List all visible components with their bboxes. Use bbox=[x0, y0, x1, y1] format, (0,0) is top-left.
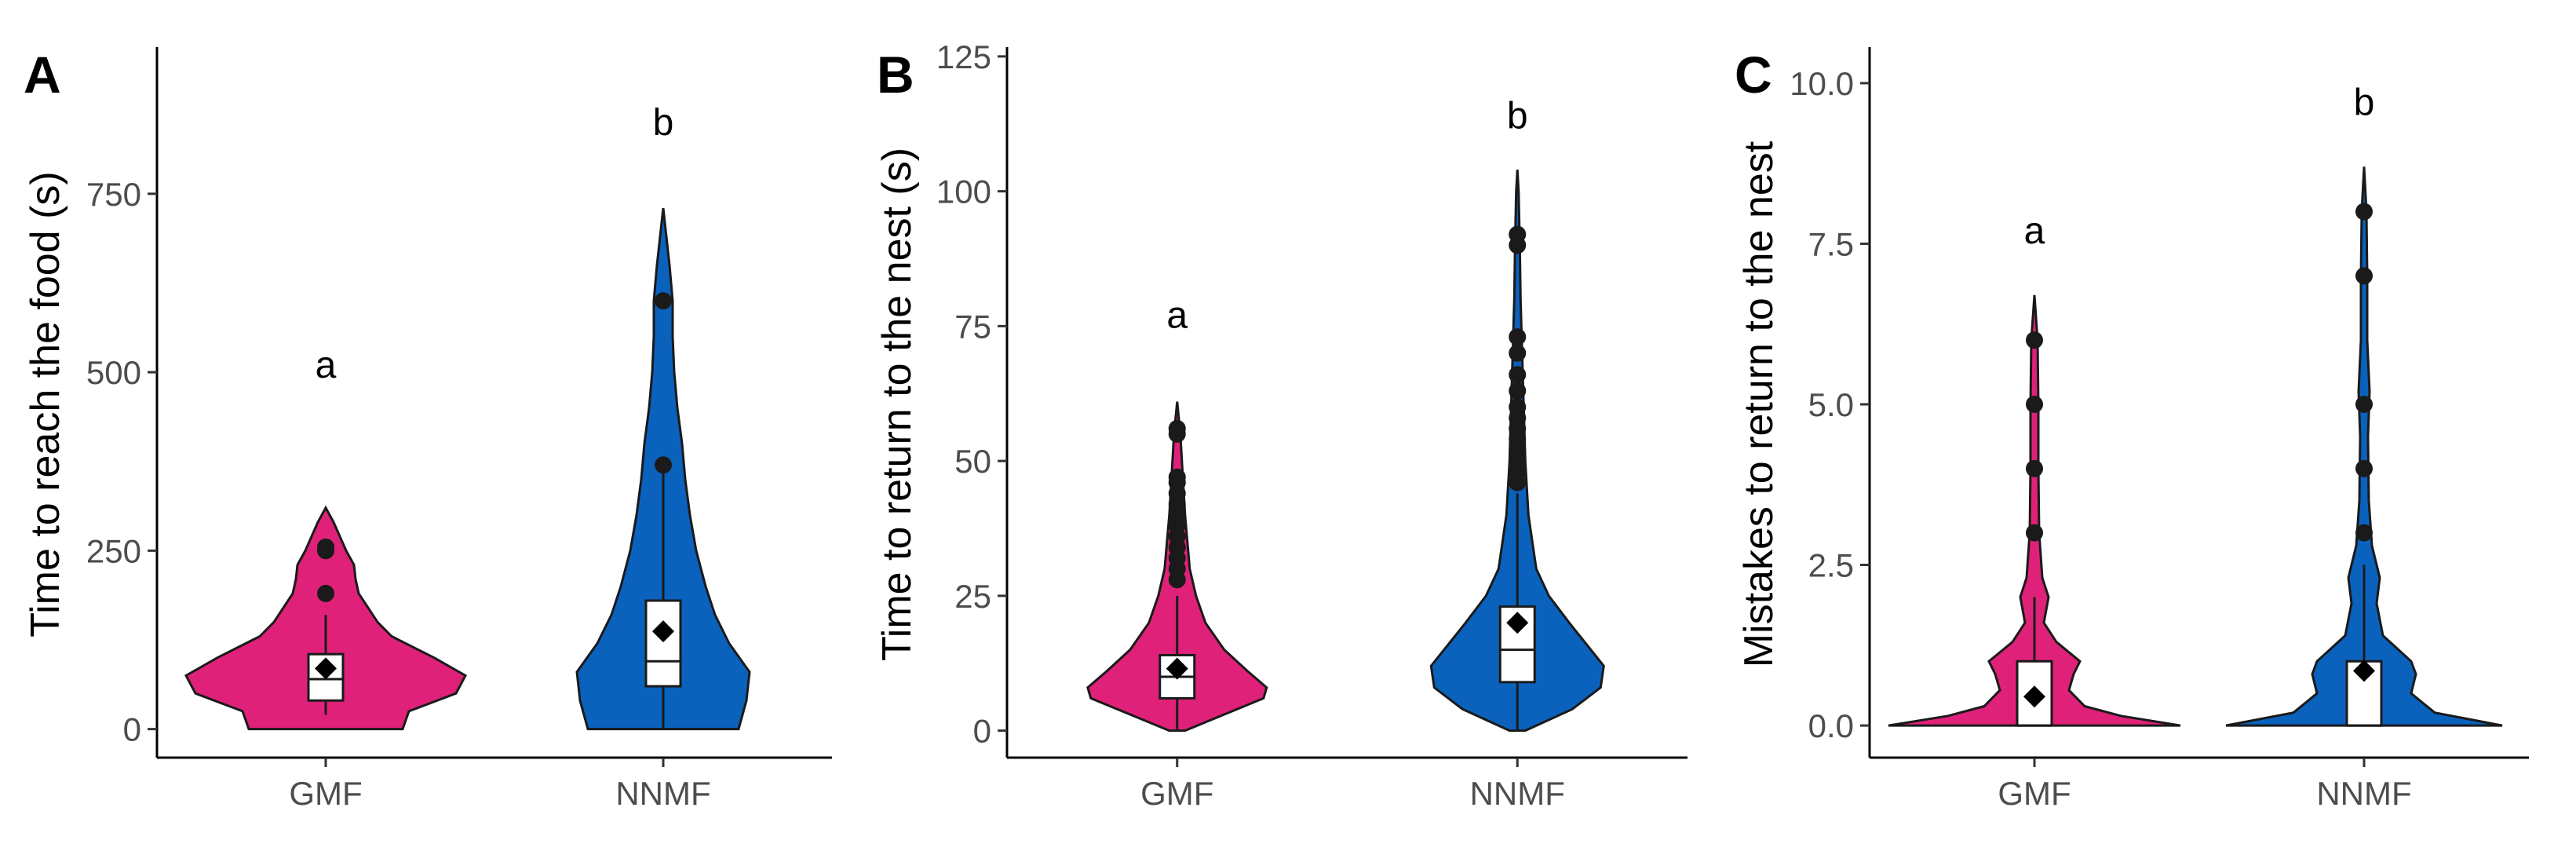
mean-marker bbox=[652, 620, 674, 643]
outlier-point bbox=[317, 538, 334, 556]
significance-letter: a bbox=[316, 345, 337, 386]
box-iqr bbox=[2345, 659, 2383, 727]
significance-letter: b bbox=[2354, 82, 2375, 123]
y-tick-label: 5.0 bbox=[1808, 386, 1854, 423]
mean-marker bbox=[2353, 659, 2375, 682]
outlier-point bbox=[1509, 225, 1527, 243]
panel-tag: C bbox=[1735, 46, 1772, 104]
outlier-point bbox=[2026, 459, 2043, 477]
mean-marker bbox=[315, 657, 337, 680]
outlier-point bbox=[655, 456, 672, 474]
outlier-point bbox=[1509, 398, 1527, 416]
outlier-point bbox=[2355, 267, 2373, 285]
significance-letter: b bbox=[1507, 95, 1528, 137]
outlier-point bbox=[1509, 366, 1527, 384]
outlier-point bbox=[2355, 203, 2373, 221]
outlier-point bbox=[1509, 328, 1527, 346]
panel-c: 0.0 2.5 5.0 7.5 10.0 Mistakes to return to th… bbox=[1735, 46, 2529, 812]
outlier-point bbox=[2026, 524, 2043, 542]
outlier-point bbox=[2355, 396, 2373, 413]
x-tick-label: NNMF bbox=[2316, 775, 2411, 812]
y-axis-title: Time to return to the nest (s) bbox=[874, 148, 920, 661]
y-axis-title: Time to reach the food (s) bbox=[23, 171, 68, 637]
y-tick-label: 50 bbox=[954, 443, 991, 480]
y-tick-label: 250 bbox=[86, 532, 141, 569]
violin-nnmf bbox=[2225, 166, 2503, 727]
outlier-point bbox=[2355, 524, 2373, 542]
outlier-point bbox=[2026, 331, 2043, 349]
outlier-point bbox=[317, 584, 334, 602]
y-axis-title: Mistakes to return to the nest bbox=[1736, 141, 1782, 667]
x-tick-label: NNMF bbox=[615, 775, 710, 812]
outlier-point bbox=[1509, 382, 1527, 400]
y-tick-label: 25 bbox=[954, 578, 991, 615]
mean-marker bbox=[2023, 685, 2045, 708]
outlier-point bbox=[1168, 419, 1186, 437]
significance-letter: a bbox=[1166, 295, 1188, 337]
y-tick-label: 750 bbox=[86, 176, 141, 213]
significance-letter: a bbox=[2024, 210, 2045, 252]
x-tick-label: NNMF bbox=[1470, 775, 1565, 812]
x-tick-label: GMF bbox=[1998, 775, 2071, 812]
y-tick-label: 2.5 bbox=[1808, 547, 1854, 584]
violin-gmf bbox=[1888, 294, 2181, 727]
outlier-point bbox=[2355, 459, 2373, 477]
box-iqr bbox=[644, 599, 682, 688]
y-tick-label: 10.0 bbox=[1790, 65, 1854, 102]
panel-tag: A bbox=[24, 46, 61, 104]
x-tick-label: GMF bbox=[289, 775, 362, 812]
mean-marker bbox=[1166, 657, 1188, 680]
y-tick-label: 0 bbox=[973, 713, 991, 750]
y-tick-label: 0 bbox=[123, 711, 141, 748]
y-tick-label: 500 bbox=[86, 354, 141, 391]
y-tick-label: 7.5 bbox=[1808, 225, 1854, 262]
outlier-point bbox=[2026, 396, 2043, 413]
y-tick-label: 125 bbox=[936, 38, 991, 75]
panel-a: 0 250 500 750 Time to reach the food (s) Aa GM… bbox=[23, 46, 832, 812]
outlier-point bbox=[655, 292, 672, 310]
outlier-point bbox=[1509, 344, 1527, 362]
mean-marker bbox=[1506, 612, 1529, 634]
outlier-point bbox=[1168, 468, 1186, 486]
y-tick-label: 100 bbox=[936, 174, 991, 210]
significance-letter: b bbox=[653, 102, 674, 144]
y-tick-label: 75 bbox=[954, 308, 991, 345]
x-tick-label: GMF bbox=[1140, 775, 1213, 812]
y-tick-label: 0.0 bbox=[1808, 707, 1854, 744]
panel-tag: B bbox=[877, 46, 914, 104]
panel-b: 0 25 50 75 100 125 Time to return to the nest … bbox=[874, 38, 1688, 812]
